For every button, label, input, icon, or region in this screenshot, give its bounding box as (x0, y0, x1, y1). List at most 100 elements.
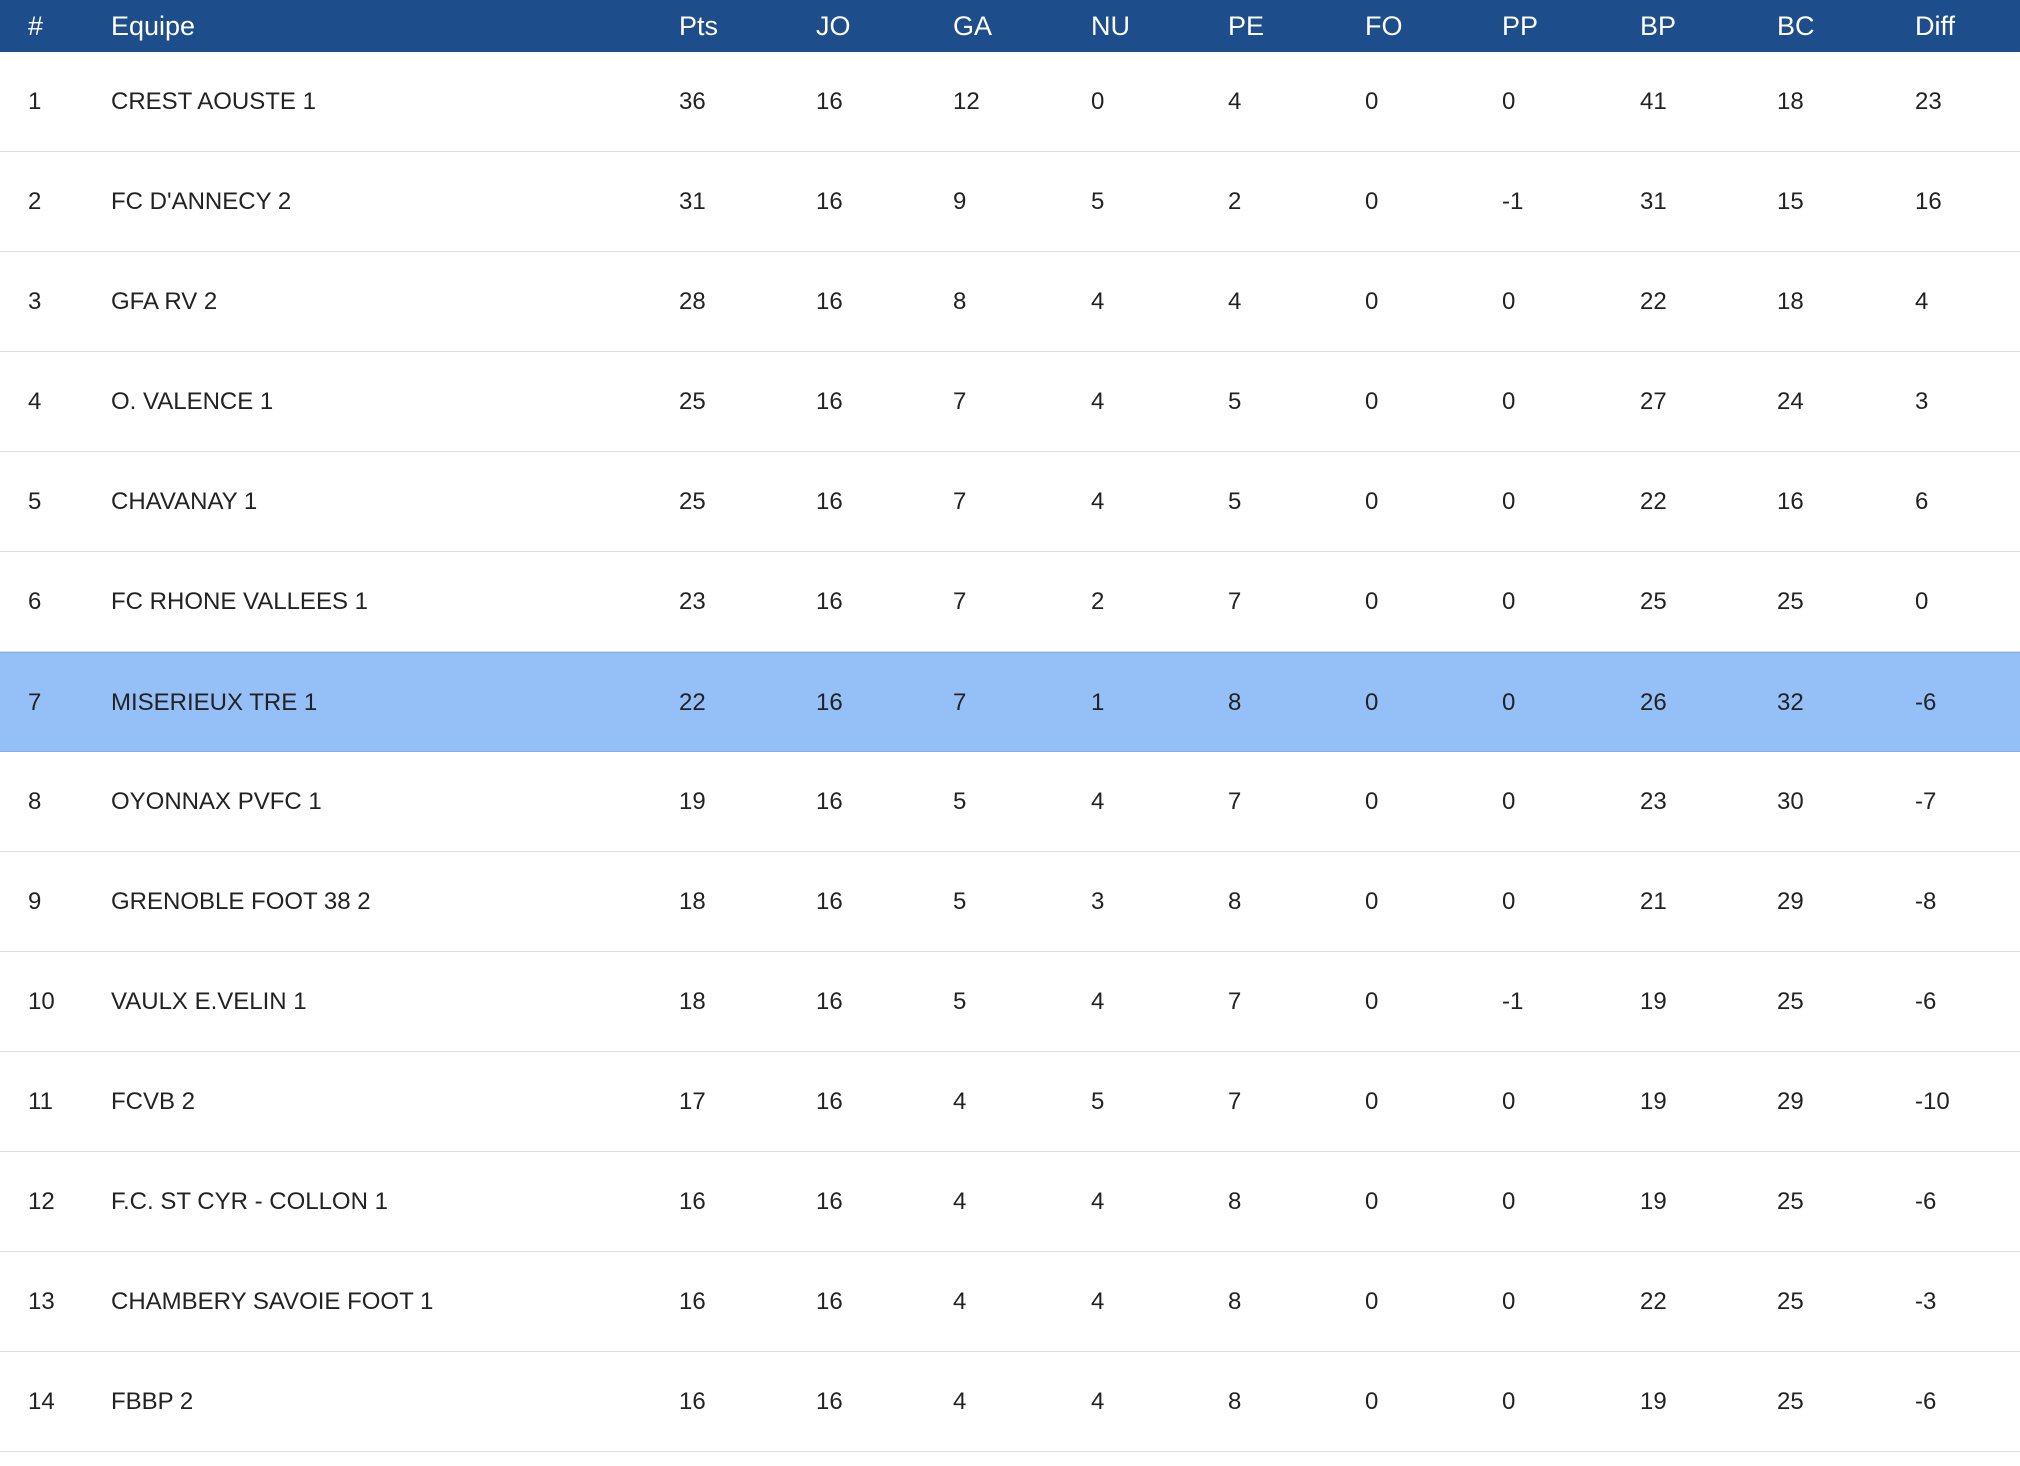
row-won: 5 (953, 888, 967, 915)
row-forfeit: 0 (1365, 1288, 1379, 1315)
row-goals-for: 22 (1640, 488, 1667, 515)
row-team-name[interactable]: CHAVANAY 1 (111, 488, 258, 515)
row-goals-for: 22 (1640, 1288, 1667, 1315)
row-team-name[interactable]: FBBP 2 (111, 1388, 194, 1415)
row-lost: 8 (1228, 1388, 1242, 1415)
row-forfeit: 0 (1365, 1388, 1379, 1415)
table-row[interactable]: 12 F.C. ST CYR - COLLON 1 16 16 4 4 8 0 0 19 25 -6 (0, 1152, 2020, 1252)
row-team-name[interactable]: F.C. ST CYR - COLLON 1 (111, 1188, 388, 1215)
row-lost: 8 (1228, 1188, 1242, 1215)
table-row[interactable]: 1 CREST AOUSTE 1 36 16 12 0 4 0 0 41 18 23 (0, 52, 2020, 152)
row-points: 31 (679, 188, 706, 215)
row-won: 5 (953, 988, 967, 1015)
row-goals-for: 21 (1640, 888, 1667, 915)
row-team-name[interactable]: OYONNAX PVFC 1 (111, 788, 322, 815)
row-goals-against: 16 (1777, 488, 1804, 515)
row-rank: 10 (28, 988, 55, 1015)
row-goals-against: 32 (1777, 689, 1804, 716)
row-played: 16 (816, 888, 843, 915)
header-penalty-points[interactable]: PP (1502, 11, 1539, 41)
row-team-name[interactable]: MISERIEUX TRE 1 (111, 689, 318, 716)
header-goals-against[interactable]: BC (1777, 11, 1815, 41)
row-lost: 7 (1228, 988, 1242, 1015)
table-row[interactable]: 14 FBBP 2 16 16 4 4 8 0 0 19 25 -6 (0, 1352, 2020, 1452)
row-goal-difference: -10 (1915, 1088, 1950, 1115)
table-row[interactable]: 4 O. VALENCE 1 25 16 7 4 5 0 0 27 24 3 (0, 352, 2020, 452)
row-rank: 14 (28, 1388, 55, 1415)
row-points: 19 (679, 788, 706, 815)
row-goal-difference: -6 (1915, 689, 1937, 716)
row-forfeit: 0 (1365, 888, 1379, 915)
row-rank: 8 (28, 788, 42, 815)
table-row[interactable]: 13 CHAMBERY SAVOIE FOOT 1 16 16 4 4 8 0 0 22 25 -3 (0, 1252, 2020, 1352)
row-played: 16 (816, 588, 843, 615)
row-won: 9 (953, 188, 967, 215)
row-rank: 11 (28, 1088, 53, 1115)
row-drawn: 2 (1091, 588, 1105, 615)
row-team-name[interactable]: GRENOBLE FOOT 38 2 (111, 888, 371, 915)
table-row-highlighted[interactable]: 7 MISERIEUX TRE 1 22 16 7 1 8 0 0 26 32 -6 (0, 652, 2020, 752)
row-played: 16 (816, 388, 843, 415)
row-played: 16 (816, 1288, 843, 1315)
row-goals-for: 31 (1640, 188, 1667, 215)
table-row[interactable]: 5 CHAVANAY 1 25 16 7 4 5 0 0 22 16 6 (0, 452, 2020, 552)
row-goal-difference: -8 (1915, 888, 1937, 915)
table-row[interactable]: 11 FCVB 2 17 16 4 5 7 0 0 19 29 -10 (0, 1052, 2020, 1152)
row-team-name[interactable]: FC D'ANNECY 2 (111, 188, 292, 215)
row-goals-against: 25 (1777, 1288, 1804, 1315)
row-team-name[interactable]: CREST AOUSTE 1 (111, 88, 316, 115)
row-goals-against: 25 (1777, 988, 1804, 1015)
table-row[interactable]: 6 FC RHONE VALLEES 1 23 16 7 2 7 0 0 25 25 0 (0, 552, 2020, 652)
header-played[interactable]: JO (816, 11, 851, 41)
row-goals-for: 22 (1640, 288, 1667, 315)
row-goals-for: 19 (1640, 988, 1667, 1015)
table-row[interactable]: 2 FC D'ANNECY 2 31 16 9 5 2 0 -1 31 15 16 (0, 152, 2020, 252)
header-won[interactable]: GA (953, 11, 993, 41)
row-penalty-points: 0 (1502, 1088, 1516, 1115)
row-penalty-points: 0 (1502, 1388, 1516, 1415)
row-goal-difference: -6 (1915, 1188, 1937, 1215)
row-team-name[interactable]: FCVB 2 (111, 1088, 196, 1115)
row-goals-against: 29 (1777, 888, 1804, 915)
row-drawn: 4 (1091, 788, 1105, 815)
row-team-name[interactable]: GFA RV 2 (111, 288, 218, 315)
header-forfeit[interactable]: FO (1365, 11, 1403, 41)
table-row[interactable]: 3 GFA RV 2 28 16 8 4 4 0 0 22 18 4 (0, 252, 2020, 352)
header-drawn[interactable]: NU (1091, 11, 1130, 41)
row-drawn: 4 (1091, 288, 1105, 315)
row-goal-difference: 16 (1915, 188, 1942, 215)
row-points: 25 (679, 388, 706, 415)
header-goal-difference[interactable]: Diff (1915, 11, 1956, 41)
row-drawn: 5 (1091, 188, 1105, 215)
row-won: 4 (953, 1388, 967, 1415)
table-row[interactable]: 9 GRENOBLE FOOT 38 2 18 16 5 3 8 0 0 21 29 -8 (0, 852, 2020, 952)
row-drawn: 4 (1091, 1188, 1105, 1215)
row-won: 8 (953, 288, 967, 315)
row-drawn: 1 (1091, 689, 1105, 716)
row-played: 16 (816, 988, 843, 1015)
row-team-name[interactable]: VAULX E.VELIN 1 (111, 988, 307, 1015)
row-team-name[interactable]: O. VALENCE 1 (111, 388, 274, 415)
header-lost[interactable]: PE (1228, 11, 1265, 41)
row-team-name[interactable]: FC RHONE VALLEES 1 (111, 588, 368, 615)
header-goals-for[interactable]: BP (1640, 11, 1677, 41)
row-played: 16 (816, 1388, 843, 1415)
row-points: 28 (679, 288, 706, 315)
table-row[interactable]: 8 OYONNAX PVFC 1 19 16 5 4 7 0 0 23 30 -7 (0, 752, 2020, 852)
row-drawn: 4 (1091, 388, 1105, 415)
row-won: 7 (953, 488, 967, 515)
row-forfeit: 0 (1365, 788, 1379, 815)
row-goals-against: 15 (1777, 188, 1804, 215)
row-drawn: 4 (1091, 1288, 1105, 1315)
row-rank: 3 (28, 288, 42, 315)
row-goals-for: 41 (1640, 88, 1667, 115)
row-lost: 4 (1228, 88, 1242, 115)
header-team[interactable]: Equipe (111, 11, 196, 41)
row-points: 16 (679, 1188, 706, 1215)
row-goals-for: 19 (1640, 1088, 1667, 1115)
table-row[interactable]: 10 VAULX E.VELIN 1 18 16 5 4 7 0 -1 19 25 -6 (0, 952, 2020, 1052)
header-points[interactable]: Pts (679, 11, 719, 41)
header-rank[interactable]: # (28, 11, 44, 41)
row-points: 17 (679, 1088, 706, 1115)
row-team-name[interactable]: CHAMBERY SAVOIE FOOT 1 (111, 1288, 434, 1315)
